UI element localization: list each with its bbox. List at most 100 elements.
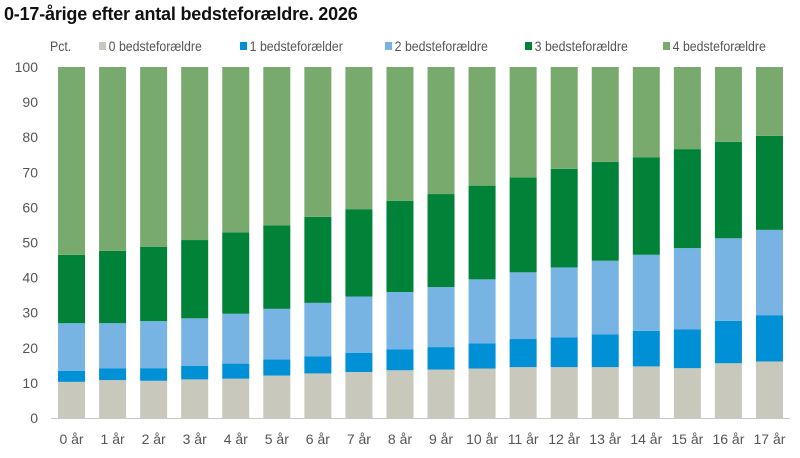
y-tick-label: 80: [22, 129, 38, 145]
bar-segment-4-bedsteforældre: [468, 67, 496, 186]
legend-swatch: [525, 42, 533, 50]
bar-segment-2-bedsteforældre: [386, 291, 414, 350]
bar-segment-3-bedsteforældre: [140, 246, 168, 322]
bar-segment-3-bedsteforældre: [550, 168, 578, 268]
bar-segment-4-bedsteforældre: [386, 67, 414, 201]
legend-swatch: [240, 42, 248, 50]
bar-segment-4-bedsteforældre: [714, 67, 742, 142]
bar-segment-4-bedsteforældre: [345, 67, 373, 210]
bar-segment-3-bedsteforældre: [591, 161, 619, 261]
x-tick-label: 1 år: [101, 431, 125, 447]
y-tick-label: 90: [22, 94, 38, 110]
y-axis-label: Pct.: [50, 38, 72, 54]
x-tick-label: 6 år: [306, 431, 330, 447]
legend-label: 0 bedsteforældre: [108, 38, 202, 54]
bar-segment-3-bedsteforældre: [755, 135, 783, 230]
bar-segment-0-bedsteforældre: [427, 369, 455, 418]
bar-segment-4-bedsteforældre: [58, 67, 86, 255]
bar-segment-0-bedsteforældre: [755, 361, 783, 418]
bar-segment-4-bedsteforældre: [181, 67, 209, 241]
bar-segment-4-bedsteforældre: [427, 67, 455, 195]
bar-segment-3-bedsteforældre: [386, 200, 414, 292]
bar-segment-3-bedsteforældre: [222, 232, 250, 314]
bar-segment-0-bedsteforældre: [263, 375, 291, 418]
x-tick-label: 3 år: [183, 431, 207, 447]
y-tick-label: 60: [22, 199, 38, 215]
x-tick-label: 0 år: [59, 431, 83, 447]
x-tick-label: 12 år: [548, 431, 580, 447]
bar-segment-3-bedsteforældre: [468, 185, 496, 280]
legend-item: 1 bedsteforælder: [240, 38, 343, 54]
bar-segment-2-bedsteforældre: [632, 254, 660, 331]
bar-segment-1-bedsteforælder: [632, 330, 660, 367]
bar-segment-0-bedsteforældre: [99, 380, 127, 418]
x-tick-label: 14 år: [630, 431, 662, 447]
bar-segment-0-bedsteforældre: [222, 378, 250, 418]
bar-segment-2-bedsteforældre: [140, 321, 168, 369]
bar-segment-1-bedsteforælder: [673, 329, 701, 369]
bar-segment-2-bedsteforældre: [591, 260, 619, 335]
bar-segment-2-bedsteforældre: [427, 287, 455, 348]
bar-segment-3-bedsteforældre: [345, 209, 373, 297]
bar-segment-1-bedsteforælder: [714, 320, 742, 364]
x-tick-label: 4 år: [224, 431, 248, 447]
bar-segment-0-bedsteforældre: [58, 381, 86, 418]
bar-segment-1-bedsteforælder: [140, 368, 168, 381]
y-tick-label: 20: [22, 340, 38, 356]
bar-segment-3-bedsteforældre: [509, 177, 537, 273]
legend-item: 4 bedsteforældre: [663, 38, 766, 54]
bar-segment-2-bedsteforældre: [263, 308, 291, 360]
bar-segment-2-bedsteforældre: [550, 267, 578, 338]
legend-label: 2 bedsteforældre: [394, 38, 488, 54]
bar-segment-3-bedsteforældre: [673, 149, 701, 249]
x-tick-label: 9 år: [429, 431, 453, 447]
bar-segment-2-bedsteforældre: [673, 248, 701, 330]
x-tick-label: 10 år: [466, 431, 498, 447]
bar-segment-2-bedsteforældre: [58, 323, 86, 371]
bar-segment-4-bedsteforældre: [673, 67, 701, 150]
bar-segment-4-bedsteforældre: [591, 67, 619, 162]
x-tick-label: 13 år: [589, 431, 621, 447]
bar-segment-2-bedsteforældre: [99, 323, 127, 369]
bar-segment-4-bedsteforældre: [632, 67, 660, 158]
bar-segment-1-bedsteforælder: [427, 347, 455, 370]
bar-segment-1-bedsteforælder: [222, 363, 250, 379]
x-tick-label: 8 år: [388, 431, 412, 447]
legend-swatch: [99, 42, 107, 50]
bar-segment-0-bedsteforældre: [591, 367, 619, 418]
bar-segment-1-bedsteforælder: [99, 368, 127, 381]
legend-item: 3 bedsteforældre: [525, 38, 628, 54]
x-tick-label: 16 år: [712, 431, 744, 447]
bar-segment-1-bedsteforælder: [591, 334, 619, 368]
bar-segment-0-bedsteforældre: [509, 367, 537, 418]
bar-segment-3-bedsteforældre: [427, 194, 455, 288]
y-tick-label: 100: [15, 59, 39, 75]
bar-segment-3-bedsteforældre: [304, 216, 332, 303]
bar-segment-1-bedsteforælder: [263, 359, 291, 376]
x-tick-label: 2 år: [142, 431, 166, 447]
bar-segment-1-bedsteforælder: [468, 343, 496, 369]
x-tick-label: 15 år: [671, 431, 703, 447]
legend-label: 3 bedsteforældre: [534, 38, 628, 54]
y-tick-label: 0: [30, 410, 38, 426]
bar-segment-1-bedsteforælder: [509, 339, 537, 368]
bar-segment-1-bedsteforælder: [755, 315, 783, 362]
bar-segment-3-bedsteforældre: [58, 254, 86, 324]
bar-segment-0-bedsteforældre: [345, 372, 373, 418]
bar-segment-0-bedsteforældre: [673, 368, 701, 418]
legend-item: 2 bedsteforældre: [385, 38, 488, 54]
legend-swatch: [663, 42, 671, 50]
bar-segment-4-bedsteforældre: [304, 67, 332, 217]
bar-segment-1-bedsteforælder: [58, 370, 86, 382]
y-tick-label: 40: [22, 270, 38, 286]
bar-segment-0-bedsteforældre: [304, 373, 332, 418]
bar-segment-0-bedsteforældre: [632, 366, 660, 418]
bar-segment-4-bedsteforældre: [755, 67, 783, 136]
bar-segment-3-bedsteforældre: [99, 250, 127, 324]
bar-segment-0-bedsteforældre: [714, 363, 742, 418]
bar-segment-3-bedsteforældre: [632, 157, 660, 255]
bar-segment-0-bedsteforældre: [181, 379, 209, 418]
bar-segment-1-bedsteforælder: [304, 356, 332, 374]
legend-swatch: [385, 42, 393, 50]
